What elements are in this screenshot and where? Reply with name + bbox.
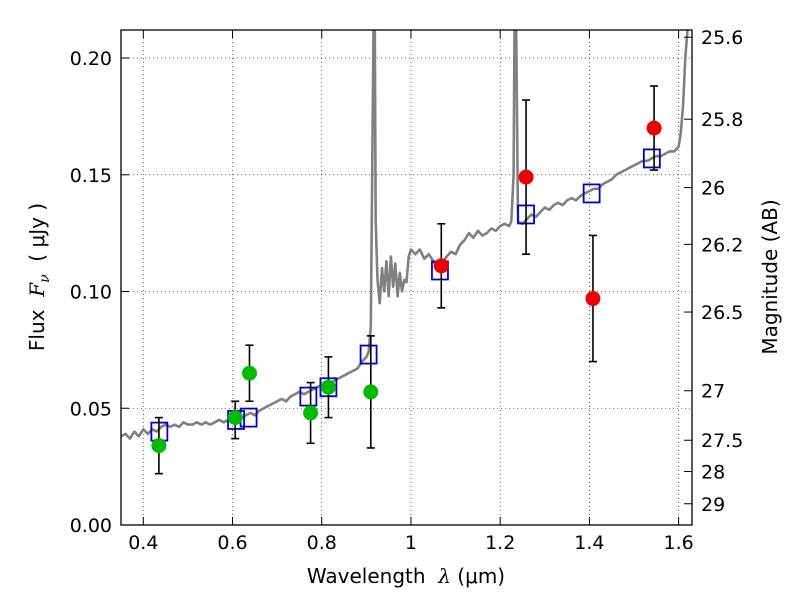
y-tick-label: 0.20 (70, 48, 112, 70)
y-axis-title: Flux Fν ( μJy ) (25, 203, 53, 351)
x-tick-label: 1.2 (485, 532, 515, 554)
y2-tick-label: 26.5 (701, 302, 743, 324)
x-tick-label: 1.6 (664, 532, 694, 554)
model-photometry-marker (299, 386, 318, 407)
model-photometry-marker (582, 183, 601, 204)
y2-axis-title: Magnitude (AB) (758, 199, 782, 354)
x-tick-label: 1 (405, 532, 417, 554)
grid-lines (121, 30, 692, 526)
x-axis-title: Wavelength λ (μm) (307, 564, 505, 588)
y-tick-label: 0.15 (70, 165, 112, 187)
observed-photometry-point (646, 120, 662, 136)
y-tick-label: 0.00 (70, 515, 112, 537)
observed-photometry-point (151, 438, 167, 454)
plot-area (121, 30, 689, 475)
plot-frame (120, 29, 693, 526)
model-photometry-marker (359, 344, 378, 365)
y2-tick-label: 25.6 (701, 27, 743, 49)
observed-photometry-point (363, 384, 379, 400)
y-tick-label: 0.05 (70, 398, 112, 420)
y2-tick-label: 29 (701, 494, 725, 516)
observed-photometry-point (320, 379, 336, 395)
y-tick-label: 0.10 (70, 282, 112, 304)
x-tick-label: 0.6 (217, 532, 247, 554)
observed-photometry-point (303, 405, 319, 421)
y2-tick-label: 27 (701, 381, 725, 403)
x-tick-label: 0.8 (307, 532, 337, 554)
y2-tick-label: 28 (701, 462, 725, 484)
model-photometry-marker (642, 148, 661, 169)
series-layer (121, 30, 689, 475)
y2-tick-label: 26 (701, 178, 725, 200)
observed-photometry-point (227, 410, 243, 426)
y2-tick-label: 26.2 (701, 234, 743, 256)
observed-photometry-point (585, 291, 601, 307)
axis-ticks: 0.4 0.6 0.8 1 1.2 1.4 1.6 0.00 0.05 0.10 0.15 0.20 2… (70, 27, 744, 554)
y2-tick-label: 25.8 (701, 109, 743, 131)
x-tick-label: 0.4 (128, 532, 158, 554)
x-tick-label: 1.4 (574, 532, 604, 554)
y2-tick-label: 27.5 (701, 430, 743, 452)
observed-photometry-point (433, 258, 449, 274)
observed-photometry-point (518, 169, 534, 185)
observed-photometry-point (241, 365, 257, 381)
